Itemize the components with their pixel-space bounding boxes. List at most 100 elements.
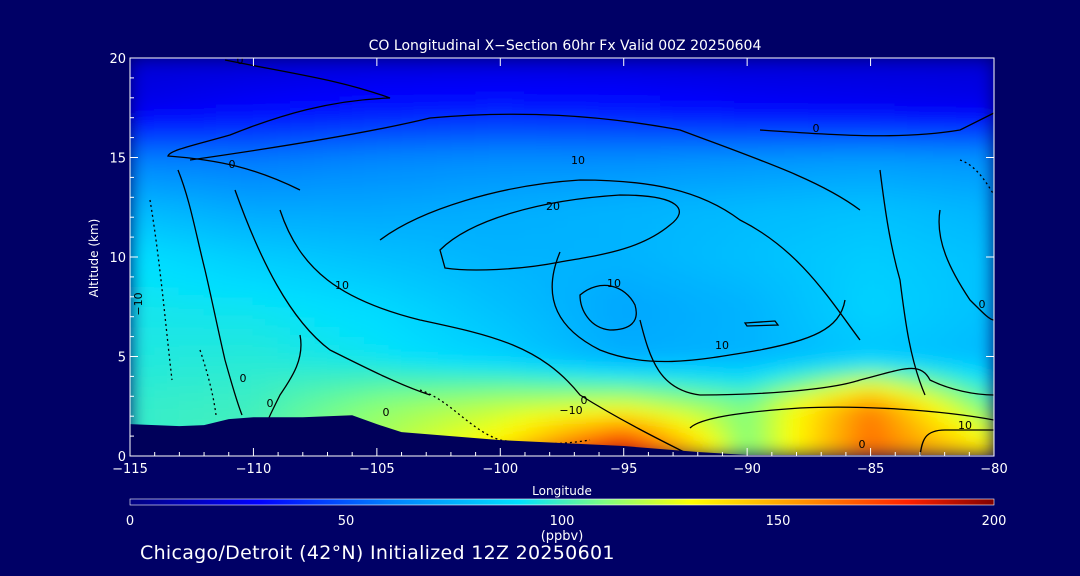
heatmap-cell bbox=[351, 186, 366, 198]
heatmap-cell bbox=[240, 316, 254, 328]
heatmap-cell bbox=[894, 306, 909, 318]
heatmap-cell bbox=[450, 97, 464, 109]
heatmap-cell bbox=[660, 246, 674, 258]
heatmap-cell bbox=[252, 405, 267, 417]
heatmap-cell bbox=[462, 375, 477, 387]
heatmap-cell bbox=[178, 415, 193, 427]
heatmap-cell bbox=[141, 296, 156, 308]
heatmap-cell bbox=[956, 306, 970, 318]
heatmap-cell bbox=[191, 365, 205, 377]
heatmap-cell bbox=[586, 97, 600, 109]
heatmap-cell bbox=[833, 147, 847, 158]
heatmap-cell bbox=[252, 385, 267, 397]
heatmap-cell bbox=[882, 87, 896, 99]
heatmap-cell bbox=[919, 306, 933, 318]
heatmap-cell bbox=[783, 246, 798, 258]
heatmap-cell bbox=[277, 405, 291, 417]
heatmap-cell bbox=[302, 137, 316, 149]
heatmap-cell bbox=[721, 356, 736, 367]
heatmap-cell bbox=[314, 226, 328, 238]
heatmap-cell bbox=[252, 97, 267, 109]
heatmap-cell bbox=[944, 276, 958, 288]
heatmap-cell bbox=[931, 445, 946, 456]
heatmap-cell bbox=[894, 375, 909, 387]
heatmap-cell bbox=[882, 186, 896, 198]
contour-label: 0 bbox=[267, 397, 274, 410]
heatmap-cell bbox=[796, 58, 810, 69]
heatmap-cell bbox=[561, 58, 575, 69]
heatmap-cell bbox=[623, 365, 637, 377]
heatmap-cell bbox=[265, 77, 279, 89]
heatmap-cell bbox=[364, 176, 378, 188]
heatmap-cell bbox=[857, 445, 872, 456]
heatmap-cell bbox=[660, 107, 674, 119]
heatmap-cell bbox=[178, 117, 193, 129]
heatmap-cell bbox=[845, 296, 859, 308]
heatmap-cell bbox=[956, 77, 970, 89]
heatmap-cell bbox=[265, 296, 279, 308]
heatmap-cell bbox=[820, 405, 835, 417]
heatmap-cell bbox=[623, 186, 637, 198]
heatmap-cell bbox=[326, 137, 341, 149]
heatmap-cell bbox=[586, 415, 600, 427]
heatmap-cell bbox=[635, 326, 649, 338]
heatmap-cell bbox=[130, 226, 143, 238]
heatmap-cell bbox=[499, 405, 514, 417]
heatmap-cell bbox=[438, 87, 452, 99]
heatmap-cell bbox=[944, 176, 958, 188]
heatmap-cell bbox=[499, 58, 514, 69]
heatmap-cell bbox=[141, 326, 156, 338]
heatmap-cell bbox=[968, 206, 983, 218]
heatmap-cell bbox=[512, 147, 526, 158]
heatmap-cell bbox=[549, 276, 563, 288]
heatmap-cell bbox=[339, 266, 353, 278]
heatmap-cell bbox=[771, 77, 785, 89]
heatmap-cell bbox=[586, 107, 600, 119]
heatmap-cell bbox=[968, 286, 983, 298]
heatmap-cell bbox=[549, 166, 563, 178]
contour-label: 0 bbox=[383, 406, 390, 419]
contour-label: 10 bbox=[958, 419, 972, 432]
heatmap-cell bbox=[944, 97, 958, 109]
heatmap-cell bbox=[870, 316, 884, 328]
heatmap-cell bbox=[166, 216, 180, 228]
heatmap-cell bbox=[326, 196, 341, 208]
y-tick-label: 20 bbox=[109, 52, 126, 67]
heatmap-cell bbox=[240, 246, 254, 258]
heatmap-cell bbox=[684, 256, 699, 268]
heatmap-cell bbox=[130, 77, 143, 89]
heatmap-cell bbox=[697, 127, 711, 139]
heatmap-cell bbox=[870, 196, 884, 208]
heatmap-cell bbox=[956, 276, 970, 288]
heatmap-cell bbox=[697, 375, 711, 387]
heatmap-cell bbox=[450, 147, 464, 158]
heatmap-cell bbox=[746, 256, 760, 268]
heatmap-cell bbox=[660, 336, 674, 348]
heatmap-cell bbox=[783, 425, 798, 437]
heatmap-cell bbox=[326, 58, 341, 69]
heatmap-cell bbox=[215, 77, 230, 89]
heatmap-cell bbox=[240, 137, 254, 149]
heatmap-cell bbox=[240, 256, 254, 268]
heatmap-cell bbox=[166, 157, 180, 168]
heatmap-cell bbox=[462, 395, 477, 407]
heatmap-cell bbox=[635, 127, 649, 139]
heatmap-cell bbox=[326, 176, 341, 188]
heatmap-cell bbox=[845, 395, 859, 407]
heatmap-cell bbox=[191, 276, 205, 288]
heatmap-cell bbox=[487, 375, 501, 387]
contour-label: −10 bbox=[132, 292, 145, 315]
heatmap-cell bbox=[388, 405, 403, 417]
heatmap-cell bbox=[265, 186, 279, 198]
heatmap-cell bbox=[561, 365, 575, 377]
heatmap-cell bbox=[833, 276, 847, 288]
heatmap-cell bbox=[981, 266, 994, 278]
heatmap-cell bbox=[277, 87, 291, 99]
heatmap-cell bbox=[907, 166, 921, 178]
heatmap-cell bbox=[191, 326, 205, 338]
heatmap-cell bbox=[265, 256, 279, 268]
heatmap-cell bbox=[721, 67, 736, 79]
heatmap-cell bbox=[573, 385, 588, 397]
heatmap-cell bbox=[240, 127, 254, 139]
heatmap-cell bbox=[758, 166, 773, 178]
